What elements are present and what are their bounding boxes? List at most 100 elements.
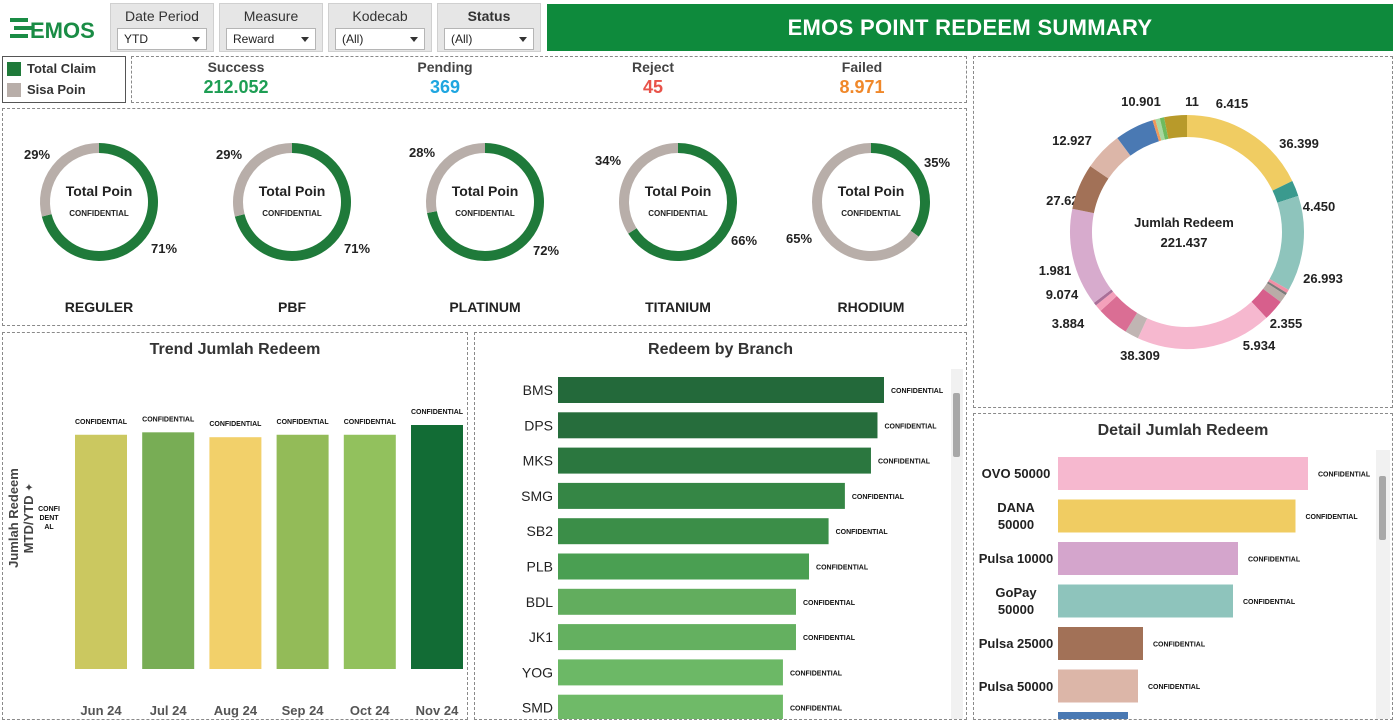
date-period-select[interactable]: YTD — [117, 28, 207, 50]
donut-chart[interactable] — [778, 131, 964, 281]
detail-bar[interactable] — [1058, 669, 1138, 703]
trend-bar[interactable] — [276, 434, 329, 669]
ring-slice[interactable] — [1155, 118, 1165, 141]
ring-slice[interactable] — [1072, 166, 1109, 214]
ring-slice[interactable] — [1159, 117, 1169, 140]
branch-bar[interactable] — [558, 482, 845, 509]
trend-bar[interactable] — [411, 425, 463, 669]
filter-status[interactable]: Status (All) — [437, 3, 541, 52]
branch-bar-chart[interactable]: BMS CONFIDENTIAL DPS CONFIDENTIAL MKS CONFIDE… — [475, 333, 950, 719]
logo-bar-1 — [10, 18, 28, 22]
detail-scrollbar[interactable] — [1376, 450, 1390, 719]
donut-platinum[interactable]: Total Poin CONFIDENTIAL 28% 72% PLATINUM — [392, 131, 578, 317]
branch-scrollbar-thumb[interactable] — [953, 393, 960, 457]
filter-date-period-title: Date Period — [125, 8, 199, 24]
detail-bar[interactable] — [1058, 457, 1308, 490]
status-select[interactable]: (All) — [444, 28, 534, 50]
ring-slice[interactable] — [1117, 120, 1160, 156]
donut-claim-arc[interactable] — [870, 143, 930, 237]
donut-sub: CONFIDENTIAL — [455, 209, 515, 218]
trend-bar-label: CONFIDENTIAL — [277, 419, 330, 426]
claim-pct: 71% — [151, 241, 178, 256]
donut-chart[interactable] — [6, 131, 192, 281]
logo-text: EMOS — [30, 18, 95, 43]
trend-bar-chart[interactable]: CONFIDENTIAL Jun 24 CONFIDENTIAL Jul 24 CONF… — [3, 333, 467, 719]
donut-sisa-arc[interactable] — [233, 143, 293, 217]
ring-slice[interactable] — [1186, 115, 1293, 191]
detail-category: OVO 50000 — [981, 466, 1051, 481]
ring-slice[interactable] — [1093, 289, 1114, 306]
redeem-donut-chart[interactable]: 36.399 4.450 26.993 2.355 5.934 38.309 3.884 9.… — [974, 57, 1392, 407]
branch-bar[interactable] — [558, 624, 796, 651]
filter-measure[interactable]: Measure Reward — [219, 3, 323, 52]
donut-reguler[interactable]: Total Poin CONFIDENTIAL 29% 71% REGULER — [6, 131, 192, 317]
ring-slice[interactable] — [1100, 295, 1138, 332]
donut-chart[interactable] — [392, 131, 578, 281]
donut-title: Total Poin — [644, 183, 712, 199]
ring-slice[interactable] — [1266, 281, 1287, 296]
legend-item-total-claim[interactable]: Total Claim — [7, 61, 96, 76]
donut-claim-arc[interactable] — [234, 143, 351, 261]
donut-chart[interactable] — [199, 131, 385, 281]
donut-sisa-arc[interactable] — [619, 143, 679, 234]
branch-scrollbar[interactable] — [951, 369, 963, 719]
legend: Total Claim Sisa Poin — [2, 56, 126, 103]
trend-bar[interactable] — [75, 434, 127, 669]
filter-kodecab[interactable]: Kodecab (All) — [328, 3, 432, 52]
donut-sisa-arc[interactable] — [426, 143, 486, 214]
logo-bar-2 — [14, 26, 32, 30]
ring-slice[interactable] — [1164, 115, 1188, 139]
detail-scrollbar-thumb[interactable] — [1379, 476, 1386, 540]
ring-slice[interactable] — [1090, 138, 1131, 179]
detail-bar-label: CONFIDENTIAL — [1248, 557, 1301, 564]
donut-pbf[interactable]: Total Poin CONFIDENTIAL 29% 71% PBF — [199, 131, 385, 317]
ring-slice[interactable] — [1125, 312, 1148, 339]
donut-titanium[interactable]: Total Poin CONFIDENTIAL 34% 66% TITANIUM — [585, 131, 771, 317]
ring-slice[interactable] — [1272, 181, 1299, 203]
ring-slice[interactable] — [1070, 208, 1112, 303]
detail-bar[interactable] — [1058, 499, 1296, 533]
legend-item-sisa-poin[interactable]: Sisa Poin — [7, 82, 86, 97]
detail-category: GoPay 50000 — [974, 584, 1058, 618]
detail-bar[interactable] — [1058, 627, 1143, 660]
branch-bar[interactable] — [558, 553, 810, 580]
ring-slice[interactable] — [1251, 288, 1281, 318]
branch-category: JK1 — [529, 629, 553, 645]
ring-slice[interactable] — [1268, 278, 1289, 293]
branch-bar[interactable] — [558, 588, 796, 615]
detail-bar[interactable] — [1058, 584, 1233, 618]
trend-bar[interactable] — [209, 437, 262, 669]
donut-claim-arc[interactable] — [628, 143, 737, 261]
measure-select[interactable]: Reward — [226, 28, 316, 50]
branch-bar[interactable] — [558, 659, 783, 686]
ring-slice[interactable] — [1152, 119, 1162, 142]
trend-panel: Trend Jumlah Redeem Jumlah Redeem MTD/YT… — [2, 332, 468, 720]
donut-rhodium[interactable]: Total Poin CONFIDENTIAL 65% 35% RHODIUM — [778, 131, 964, 317]
filter-date-period[interactable]: Date Period YTD — [110, 3, 214, 52]
donut-claim-arc[interactable] — [41, 143, 158, 261]
donut-claim-arc[interactable] — [427, 143, 544, 261]
branch-bar[interactable] — [558, 694, 783, 719]
detail-bar-chart[interactable]: CONFIDENTIAL CONFIDENTIAL CONFIDENTIAL CONF… — [974, 414, 1374, 719]
branch-bar[interactable] — [558, 412, 878, 439]
trend-bar[interactable] — [343, 434, 396, 669]
trend-bar[interactable] — [142, 432, 195, 669]
donut-title: Total Poin — [451, 183, 519, 199]
detail-bar[interactable] — [1058, 712, 1128, 719]
donut-sisa-arc[interactable] — [812, 143, 919, 261]
ring-slice[interactable] — [1269, 195, 1304, 290]
emos-logo-mark: EMOS — [10, 18, 95, 43]
ring-slice[interactable] — [1137, 301, 1267, 349]
ring-slice[interactable] — [1095, 291, 1117, 311]
detail-category: Pulsa 10000 — [978, 551, 1054, 566]
measure-value: Reward — [233, 32, 275, 46]
kodecab-select[interactable]: (All) — [335, 28, 425, 50]
donut-sisa-arc[interactable] — [40, 143, 100, 217]
ring-slice[interactable] — [1263, 283, 1286, 303]
status-value: (All) — [451, 32, 473, 46]
branch-bar[interactable] — [558, 377, 884, 403]
donut-chart[interactable] — [585, 131, 771, 281]
branch-bar[interactable] — [558, 518, 829, 545]
branch-bar[interactable] — [558, 447, 871, 474]
detail-bar[interactable] — [1058, 542, 1238, 575]
